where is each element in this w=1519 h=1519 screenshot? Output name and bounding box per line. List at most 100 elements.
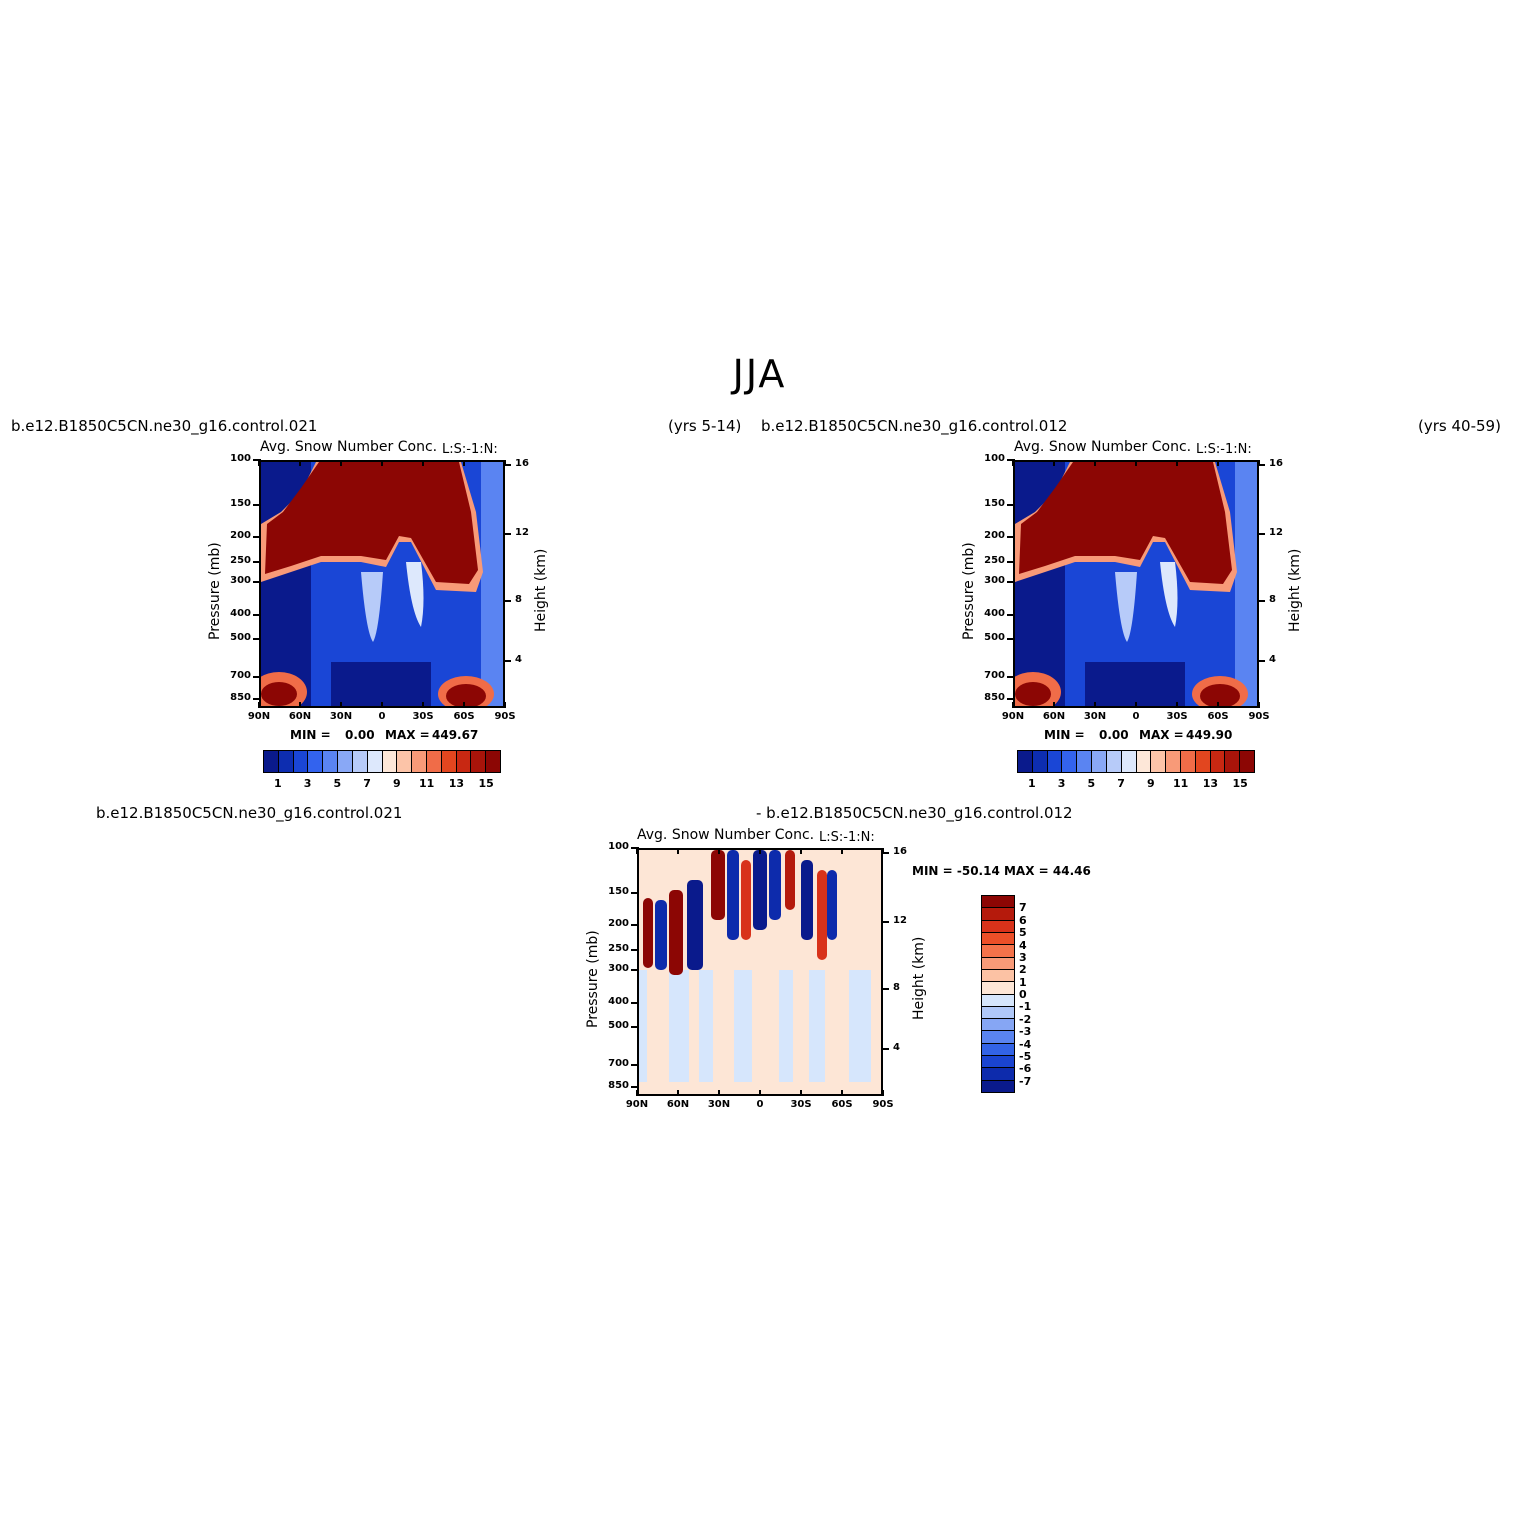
field-fill-lower bbox=[331, 662, 431, 706]
x-tick-mark-top bbox=[299, 460, 301, 466]
x-tick-mark bbox=[841, 1090, 843, 1096]
diff-cell bbox=[801, 860, 813, 940]
y-tick-label: 500 bbox=[230, 632, 251, 644]
diff-cell bbox=[727, 850, 739, 940]
x-tick-mark bbox=[1217, 702, 1219, 708]
colorbar-box bbox=[426, 751, 442, 772]
colorbar-box bbox=[1106, 751, 1122, 772]
y-tick-label: 500 bbox=[608, 1020, 629, 1032]
y-tick-label: 500 bbox=[984, 632, 1005, 644]
colorbar-label: 3 bbox=[303, 777, 312, 790]
colorbar-label: 9 bbox=[1147, 777, 1155, 790]
y-right-tick-label: 16 bbox=[1269, 457, 1283, 469]
colorbar-label: 11 bbox=[418, 777, 435, 790]
x-tick-label: 60S bbox=[1207, 711, 1229, 722]
colorbar-box bbox=[982, 994, 1014, 1007]
colorbar-box bbox=[982, 1043, 1014, 1057]
y-tick-mark bbox=[631, 924, 639, 927]
x-tick-label: 90S bbox=[872, 1099, 894, 1110]
colorbar-box bbox=[982, 982, 1014, 995]
y-tick-mark bbox=[1007, 536, 1015, 539]
diff-stripe-low bbox=[809, 970, 825, 1090]
panel2-variable: Avg. Snow Number Conc. bbox=[1014, 439, 1192, 455]
colorbar-label: 5 bbox=[1019, 926, 1027, 940]
x-tick-mark bbox=[718, 1090, 720, 1096]
y-tick-mark bbox=[631, 1063, 639, 1066]
colorbar-label: 1 bbox=[274, 777, 282, 790]
field-plume-2 bbox=[406, 562, 424, 627]
panel3-lr: L:S:-1:N: bbox=[819, 830, 875, 845]
panel1-min-label: MIN = bbox=[290, 728, 331, 742]
y-right-tick-label: 4 bbox=[1269, 653, 1276, 665]
colorbar-box bbox=[382, 751, 398, 772]
diff-cell bbox=[769, 850, 781, 920]
colorbar-box bbox=[1092, 751, 1107, 772]
y-tick-mark bbox=[253, 638, 261, 641]
panel2-years: (yrs 40-59) bbox=[1418, 417, 1501, 435]
x-tick-mark bbox=[636, 1090, 638, 1096]
x-tick-mark bbox=[1176, 702, 1178, 708]
x-tick-label: 30S bbox=[1166, 711, 1188, 722]
diff-cell bbox=[669, 890, 683, 975]
y-tick-label: 150 bbox=[984, 498, 1005, 510]
contour-svg bbox=[1015, 462, 1257, 706]
y-right-tick-mark bbox=[881, 988, 889, 991]
x-tick-label: 60N bbox=[288, 711, 312, 722]
panel1-years: (yrs 5-14) bbox=[668, 417, 742, 435]
field-max-core bbox=[1019, 462, 1232, 584]
x-tick-label: 90N bbox=[625, 1099, 649, 1110]
y-right-axis-title: Height (km) bbox=[911, 936, 927, 1020]
x-tick-mark-top bbox=[636, 848, 638, 854]
panel2-min-label: MIN = bbox=[1044, 728, 1085, 742]
x-tick-label: 90N bbox=[247, 711, 271, 722]
x-tick-label: 90N bbox=[1001, 711, 1025, 722]
colorbar-box bbox=[1121, 751, 1137, 772]
panel3-colorbar bbox=[981, 895, 1015, 1093]
colorbar-label: 11 bbox=[1172, 777, 1189, 790]
y-right-tick-label: 4 bbox=[893, 1041, 900, 1053]
field-surface-max-north-core bbox=[1015, 682, 1051, 706]
y-right-tick-mark bbox=[503, 463, 511, 466]
colorbar-label: 3 bbox=[1019, 950, 1027, 964]
y-axis-title: Pressure (mb) bbox=[207, 542, 223, 640]
colorbar-label: -1 bbox=[1019, 1000, 1032, 1014]
y-tick-mark bbox=[253, 536, 261, 539]
colorbar-box bbox=[1180, 751, 1196, 772]
y-tick-mark bbox=[253, 697, 261, 700]
x-tick-mark-top bbox=[258, 460, 260, 466]
y-tick-mark bbox=[253, 581, 261, 584]
colorbar-box bbox=[264, 751, 279, 772]
y-tick-label: 300 bbox=[230, 575, 251, 587]
y-right-tick-label: 4 bbox=[515, 653, 522, 665]
y-right-tick-mark bbox=[881, 921, 889, 924]
y-tick-label: 300 bbox=[984, 575, 1005, 587]
x-tick-mark bbox=[381, 702, 383, 708]
y-tick-mark bbox=[631, 847, 639, 849]
colorbar-box bbox=[1032, 751, 1048, 772]
colorbar-label: 0 bbox=[1019, 988, 1027, 1001]
y-tick-mark bbox=[631, 892, 639, 895]
x-tick-mark-top bbox=[422, 460, 424, 466]
x-tick-mark-top bbox=[882, 848, 884, 854]
y-tick-mark bbox=[1007, 581, 1015, 584]
colorbar-box bbox=[1210, 751, 1226, 772]
colorbar-box bbox=[278, 751, 294, 772]
x-tick-mark bbox=[299, 702, 301, 708]
diff-surface-band bbox=[639, 1082, 881, 1094]
y-tick-label: 150 bbox=[608, 886, 629, 898]
x-tick-mark-top bbox=[759, 848, 761, 854]
colorbar-box bbox=[1062, 751, 1078, 772]
x-tick-mark bbox=[504, 702, 506, 708]
y-tick-mark bbox=[1007, 504, 1015, 507]
colorbar-label: 15 bbox=[478, 777, 494, 790]
y-right-tick-label: 8 bbox=[1269, 594, 1276, 606]
colorbar-box bbox=[338, 751, 353, 772]
y-tick-mark bbox=[631, 1085, 639, 1088]
y-tick-label: 400 bbox=[230, 607, 251, 619]
diff-stripe-low bbox=[639, 970, 647, 1090]
panel2-lr: L:S:-1:N: bbox=[1196, 442, 1252, 457]
y-tick-label: 250 bbox=[608, 943, 629, 955]
x-tick-mark bbox=[463, 702, 465, 708]
x-tick-label: 90S bbox=[494, 711, 516, 722]
x-tick-mark-top bbox=[504, 460, 506, 466]
